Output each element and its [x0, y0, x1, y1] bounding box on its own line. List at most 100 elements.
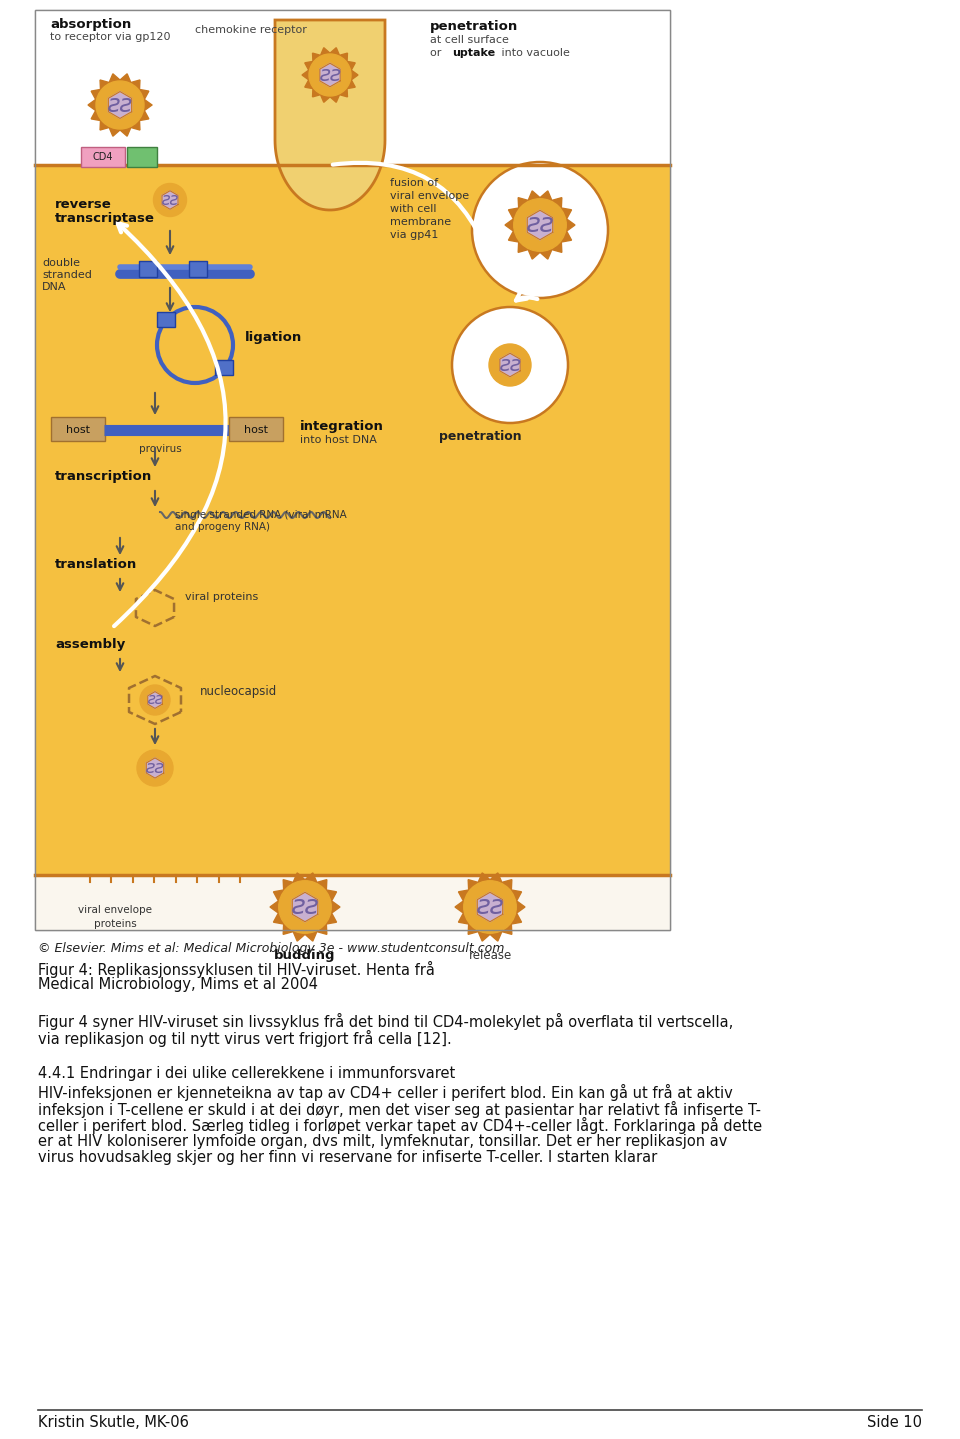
Text: viral envelope: viral envelope [78, 905, 152, 915]
FancyArrowPatch shape [516, 291, 538, 301]
Text: to receptor via gp120: to receptor via gp120 [50, 32, 171, 42]
Text: provirus: provirus [138, 445, 181, 453]
Text: ƨƨ: ƨƨ [319, 65, 341, 85]
Text: Figur 4: Replikasjonssyklusen til HIV-viruset. Henta frå: Figur 4: Replikasjonssyklusen til HIV-vi… [38, 960, 435, 977]
Polygon shape [146, 758, 164, 778]
Text: transcriptase: transcriptase [55, 212, 155, 224]
Text: with cell: with cell [390, 204, 437, 214]
Text: viral proteins: viral proteins [185, 591, 258, 602]
Circle shape [514, 199, 566, 252]
Text: absorption: absorption [50, 19, 132, 32]
Circle shape [309, 55, 351, 96]
Text: stranded: stranded [42, 271, 92, 281]
Text: ƨƨ: ƨƨ [161, 191, 179, 209]
Polygon shape [505, 191, 575, 259]
FancyArrowPatch shape [114, 223, 226, 626]
FancyBboxPatch shape [215, 360, 233, 376]
Polygon shape [477, 892, 503, 922]
Text: into host DNA: into host DNA [300, 435, 377, 445]
Text: infeksjon i T-cellene er skuld i at dei døyr, men det viser seg at pasientar har: infeksjon i T-cellene er skuld i at dei … [38, 1101, 761, 1118]
Text: at cell surface: at cell surface [430, 35, 509, 45]
Text: integration: integration [300, 420, 384, 433]
Text: ƨƨ: ƨƨ [108, 94, 132, 117]
Text: double: double [42, 258, 80, 268]
Text: via replikasjon og til nytt virus vert frigjort frå cella [12].: via replikasjon og til nytt virus vert f… [38, 1030, 452, 1046]
Text: into vacuole: into vacuole [498, 47, 570, 58]
Text: Side 10: Side 10 [867, 1415, 922, 1430]
Text: proteins: proteins [94, 920, 136, 930]
Text: viral envelope: viral envelope [390, 191, 469, 201]
Polygon shape [527, 210, 553, 240]
Text: via gp41: via gp41 [390, 230, 439, 240]
Circle shape [96, 81, 144, 130]
FancyBboxPatch shape [139, 260, 157, 276]
Text: penetration: penetration [439, 430, 521, 443]
Text: membrane: membrane [390, 217, 451, 227]
FancyBboxPatch shape [35, 10, 670, 165]
FancyBboxPatch shape [35, 10, 670, 930]
Text: 4.4.1 Endringar i dei ulike cellerekkene i immunforsvaret: 4.4.1 Endringar i dei ulike cellerekkene… [38, 1066, 455, 1081]
Text: or: or [430, 47, 444, 58]
Text: DNA: DNA [42, 282, 66, 292]
Text: Medical Microbiology, Mims et al 2004: Medical Microbiology, Mims et al 2004 [38, 977, 318, 991]
Circle shape [489, 344, 531, 386]
FancyBboxPatch shape [156, 312, 175, 327]
Text: budding: budding [275, 948, 336, 963]
Text: ƨƨ: ƨƨ [145, 758, 164, 777]
Text: host: host [66, 425, 90, 435]
FancyBboxPatch shape [127, 147, 157, 167]
Text: ƨƨ: ƨƨ [476, 894, 504, 920]
Text: reverse: reverse [55, 199, 111, 212]
FancyBboxPatch shape [189, 260, 207, 276]
Text: and progeny RNA): and progeny RNA) [175, 522, 270, 532]
Text: ƨƨ: ƨƨ [526, 212, 554, 237]
Polygon shape [88, 73, 152, 137]
Polygon shape [292, 892, 318, 922]
Circle shape [140, 685, 170, 715]
Text: er at HIV koloniserer lymfoide organ, dvs milt, lymfeknutar, tonsillar. Det er h: er at HIV koloniserer lymfoide organ, dv… [38, 1134, 728, 1148]
Text: Figur 4 syner HIV-viruset sin livssyklus frå det bind til CD4-molekylet på overf: Figur 4 syner HIV-viruset sin livssyklus… [38, 1013, 733, 1030]
Text: chemokine receptor: chemokine receptor [195, 24, 307, 35]
Polygon shape [455, 873, 525, 941]
Text: ƨƨ: ƨƨ [147, 692, 163, 708]
Text: ƨƨ: ƨƨ [291, 894, 319, 920]
Polygon shape [162, 191, 178, 209]
FancyBboxPatch shape [35, 165, 670, 875]
Text: © Elsevier. Mims et al: Medical Microbiology 3e - www.studentconsult.com: © Elsevier. Mims et al: Medical Microbio… [38, 943, 504, 955]
Text: translation: translation [55, 558, 137, 571]
Text: assembly: assembly [55, 637, 125, 650]
Text: transcription: transcription [55, 471, 153, 484]
Text: celler i perifert blod. Særleg tidleg i forløpet verkar tapet av CD4+-celler låg: celler i perifert blod. Særleg tidleg i … [38, 1117, 762, 1134]
Circle shape [137, 750, 173, 786]
Text: uptake: uptake [452, 47, 495, 58]
FancyArrowPatch shape [333, 163, 489, 253]
Polygon shape [320, 63, 340, 86]
Text: release: release [468, 948, 512, 963]
Text: penetration: penetration [430, 20, 518, 33]
Text: ligation: ligation [245, 331, 302, 344]
Polygon shape [270, 873, 340, 941]
Circle shape [278, 881, 331, 934]
Text: virus hovudsakleg skjer og her finn vi reservane for infiserte T-celler. I start: virus hovudsakleg skjer og her finn vi r… [38, 1150, 658, 1166]
FancyBboxPatch shape [35, 875, 670, 930]
Circle shape [464, 881, 516, 934]
FancyBboxPatch shape [51, 417, 105, 440]
Text: HIV-infeksjonen er kjenneteikna av tap av CD4+ celler i perifert blod. Ein kan g: HIV-infeksjonen er kjenneteikna av tap a… [38, 1084, 732, 1101]
Polygon shape [302, 47, 358, 102]
Text: Kristin Skutle, MK-06: Kristin Skutle, MK-06 [38, 1415, 189, 1430]
Text: host: host [244, 425, 268, 435]
Polygon shape [148, 692, 162, 708]
Text: nucleocapsid: nucleocapsid [200, 685, 277, 698]
Text: CD4: CD4 [93, 153, 113, 163]
Polygon shape [275, 20, 385, 210]
Text: fusion of: fusion of [390, 178, 438, 189]
Circle shape [472, 163, 608, 298]
Circle shape [154, 184, 186, 216]
FancyBboxPatch shape [229, 417, 283, 440]
Polygon shape [500, 353, 520, 377]
Text: ƨƨ: ƨƨ [499, 355, 521, 376]
FancyBboxPatch shape [81, 147, 125, 167]
Polygon shape [108, 92, 132, 118]
Text: single stranded RNA (viral mRNA: single stranded RNA (viral mRNA [175, 509, 347, 519]
Circle shape [452, 307, 568, 423]
